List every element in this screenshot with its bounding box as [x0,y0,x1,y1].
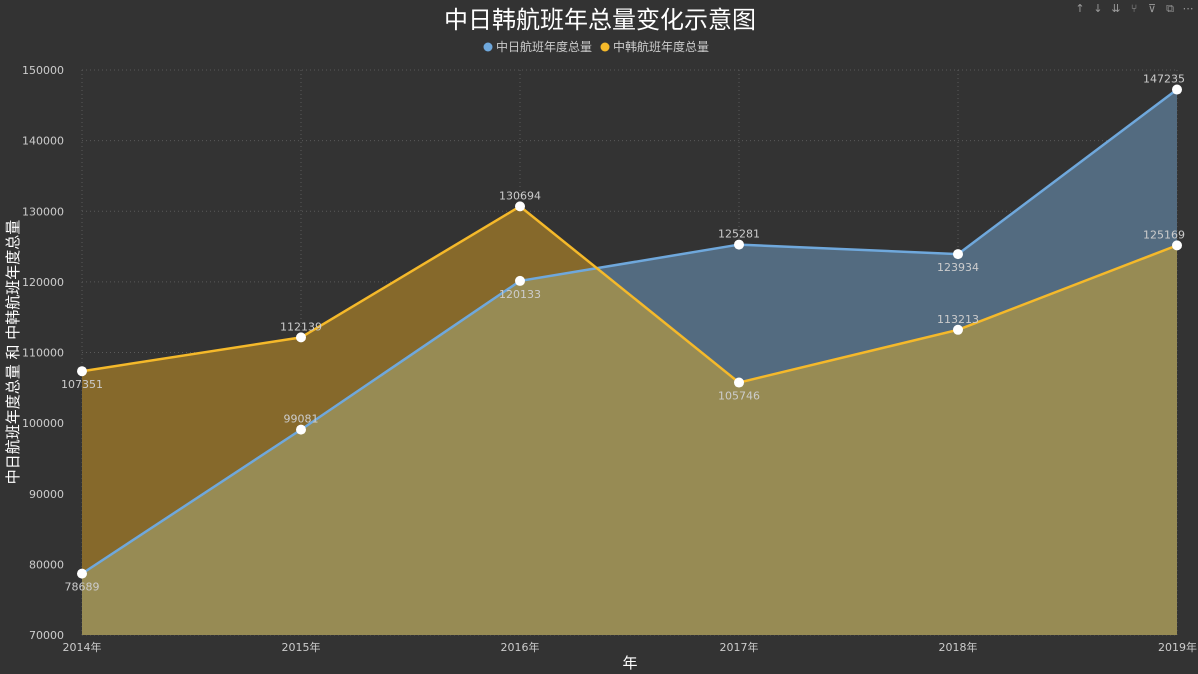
data-label: 112139 [280,320,322,333]
data-point [77,568,87,579]
arrow-up-icon[interactable]: ↑ [1075,2,1085,15]
data-label: 105746 [718,390,760,403]
x-tick-label: 2019年 [1158,640,1197,654]
x-tick-label: 2017年 [720,640,759,654]
data-label: 99081 [284,413,319,426]
y-tick-label: 150000 [22,64,64,77]
data-label: 123934 [937,261,979,274]
data-point [515,201,525,212]
legend-item: 中日航班年度总量 [496,39,592,54]
more-options-icon[interactable]: ⋯ [1182,2,1194,15]
series-lines [81,88,1178,575]
data-point [953,324,963,335]
visual-toolbar: ↑ ↓ ⇊ ⑂ ⊽ ⧉ ⋯ [1074,2,1194,16]
line-series-2 [81,204,1178,384]
data-point [296,332,306,343]
focus-mode-icon[interactable]: ⧉ [1166,2,1174,15]
y-tick-label: 100000 [22,417,64,430]
y-tick-label: 80000 [29,558,64,571]
data-label: 125169 [1143,228,1185,241]
data-label: 120133 [499,288,541,301]
data-point [1172,84,1182,95]
data-label: 113213 [937,313,979,326]
y-axis: 70000 80000 90000 100000 110000 120000 130000 1… [22,64,64,642]
data-label: 130694 [499,189,541,202]
y-tick-label: 110000 [22,347,64,360]
y-tick-label: 120000 [22,276,64,289]
y-tick-label: 130000 [22,205,64,218]
legend-item: 中韩航班年度总量 [613,39,709,54]
data-label: 107351 [61,378,103,391]
x-axis: 2014年 2015年 2016年 2017年 2018年 2019年 [63,640,1198,654]
x-tick-label: 2014年 [63,640,102,654]
data-points [77,84,1182,579]
x-tick-label: 2015年 [282,640,321,654]
line-series-1 [81,88,1178,575]
x-tick-label: 2018年 [939,640,978,654]
data-point [77,366,87,377]
area-overlap [82,245,1177,635]
x-axis-title: 年 [622,654,637,672]
data-label: 125281 [718,228,760,241]
x-tick-label: 2016年 [501,640,540,654]
double-arrow-down-icon[interactable]: ⇊ [1111,2,1121,15]
data-point [734,377,744,388]
data-point [953,249,963,260]
data-point [734,239,744,250]
data-point [515,275,525,286]
data-point [1172,240,1182,251]
legend-marker [483,42,493,52]
data-label: 147235 [1143,73,1185,86]
arrow-down-icon[interactable]: ↓ [1093,2,1103,15]
data-labels: 78689 99081 120133 125281 123934 147235 107351… [61,73,1185,594]
y-tick-label: 70000 [29,629,64,642]
y-tick-label: 90000 [29,488,64,501]
y-axis-title: 中日航班年度总量 和 中韩航班年度总量 [4,220,22,485]
series-areas [82,89,1177,635]
data-point [296,424,306,435]
legend: 中日航班年度总量 中韩航班年度总量 [483,39,709,54]
chart-title: 中日韩航班年总量变化示意图 [444,6,756,34]
legend-marker [600,42,610,52]
hierarchy-icon[interactable]: ⑂ [1130,2,1138,15]
filter-icon[interactable]: ⊽ [1147,2,1157,15]
data-label: 78689 [65,581,100,594]
y-tick-label: 140000 [22,135,64,148]
